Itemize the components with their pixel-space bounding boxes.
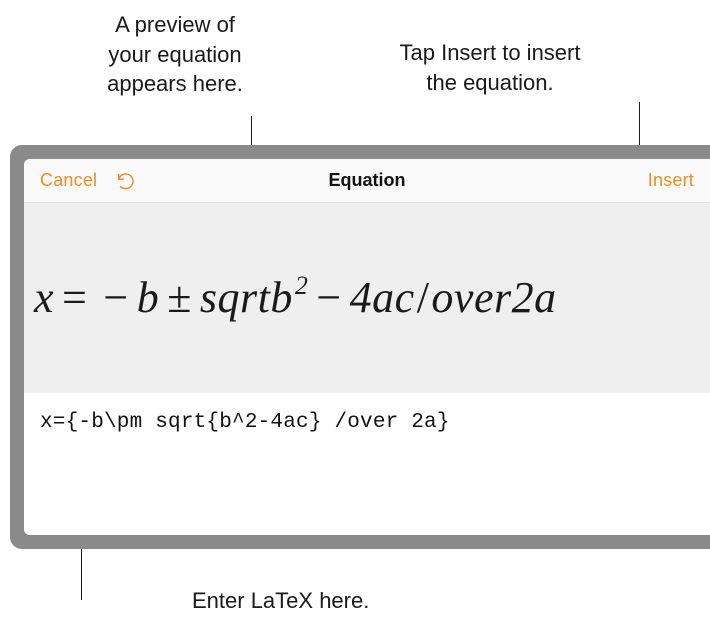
toolbar: Cancel Equation Insert: [24, 159, 710, 203]
eq-var-x: x: [34, 276, 54, 320]
eq-op-equals: =: [62, 276, 87, 320]
callout-preview-text: A preview ofyour equationappears here.: [107, 12, 243, 96]
eq-sqrtb: sqrtb: [200, 276, 293, 320]
eq-4ac: 4ac: [350, 276, 415, 320]
callout-insert: Tap Insert to insertthe equation.: [360, 38, 620, 97]
eq-op-pm: ±: [167, 276, 192, 320]
undo-icon[interactable]: [115, 170, 137, 192]
screen: Cancel Equation Insert x = − b ±: [24, 159, 710, 535]
eq-over2a: over2a: [431, 276, 556, 320]
device-frame: Cancel Equation Insert x = − b ±: [10, 145, 710, 549]
eq-var-b: b: [137, 276, 160, 320]
equation-preview-area: x = − b ± sqrtb 2 − 4ac / over2a: [24, 203, 710, 393]
callout-insert-text: Tap Insert to insertthe equation.: [400, 40, 581, 95]
eq-slash: /: [417, 276, 430, 320]
eq-op-minus-2: −: [316, 276, 341, 320]
cancel-button[interactable]: Cancel: [40, 170, 97, 191]
callout-latex-text: Enter LaTeX here.: [192, 588, 369, 613]
eq-op-minus: −: [103, 276, 128, 320]
latex-input-area[interactable]: x={-b\pm sqrt{b^2-4ac} /over 2a}: [24, 393, 710, 535]
page-title: Equation: [329, 170, 406, 191]
equation-preview: x = − b ± sqrtb 2 − 4ac / over2a: [34, 276, 557, 320]
insert-button[interactable]: Insert: [648, 170, 694, 190]
callout-latex: Enter LaTeX here.: [192, 586, 412, 616]
latex-input[interactable]: x={-b\pm sqrt{b^2-4ac} /over 2a}: [40, 411, 694, 434]
toolbar-right: Insert: [554, 170, 694, 191]
toolbar-left: Cancel: [40, 170, 180, 192]
callout-preview: A preview ofyour equationappears here.: [80, 10, 270, 99]
eq-sup-2: 2: [295, 273, 309, 299]
